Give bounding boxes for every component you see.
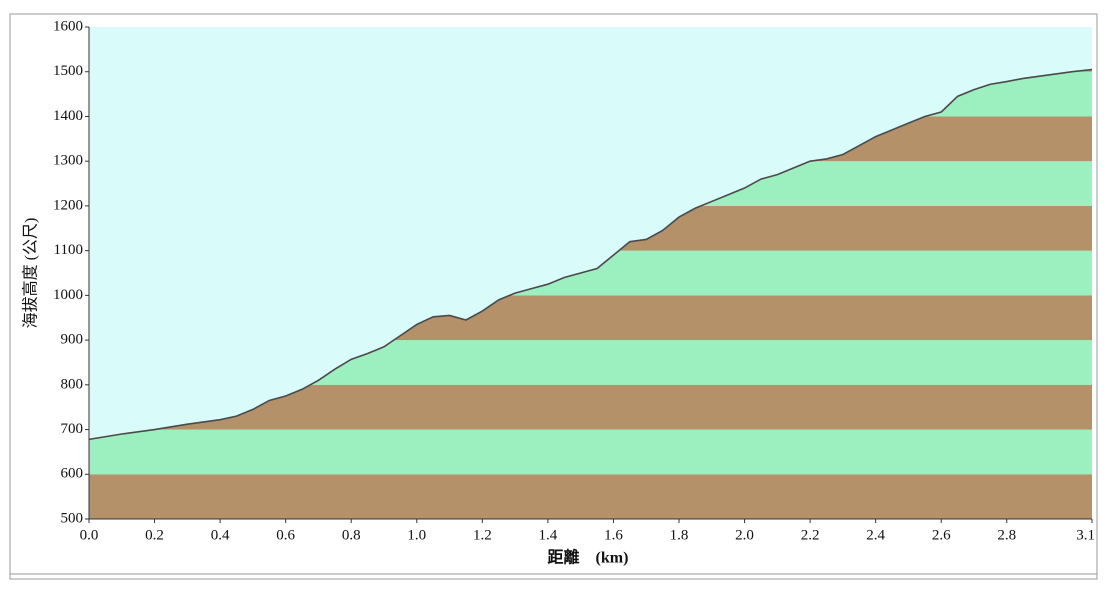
x-tick-label: 1.6 xyxy=(604,527,623,543)
x-tick-label: 0.6 xyxy=(276,527,295,543)
x-tick-label: 3.1 xyxy=(1076,527,1095,543)
y-tick-label: 1000 xyxy=(53,287,83,303)
y-tick-label: 800 xyxy=(61,376,84,392)
x-tick-label: 0.4 xyxy=(211,527,230,543)
y-tick-label: 1100 xyxy=(54,242,83,258)
y-axis-label: 海拔高度 (公尺) xyxy=(22,218,40,329)
x-tick-label: 2.2 xyxy=(801,527,820,543)
y-tick-label: 900 xyxy=(61,332,84,348)
y-tick-label: 600 xyxy=(61,466,84,482)
x-tick-label: 0.2 xyxy=(145,527,164,543)
elevation-band xyxy=(89,474,1092,519)
x-tick-label: 0.0 xyxy=(80,527,99,543)
x-tick-label: 2.8 xyxy=(997,527,1016,543)
x-tick-label: 1.8 xyxy=(670,527,689,543)
frame xyxy=(9,13,1098,580)
y-tick-label: 500 xyxy=(61,510,84,526)
x-tick-label: 1.2 xyxy=(473,527,492,543)
x-tick-label: 0.8 xyxy=(342,527,361,543)
profile-line xyxy=(88,68,1093,441)
y-tick-label: 1500 xyxy=(53,63,83,79)
y-tick-label: 1400 xyxy=(53,108,83,124)
x-tick-label: 1.4 xyxy=(539,527,558,543)
x-tick-label: 2.6 xyxy=(932,527,951,543)
x-tick-label: 2.0 xyxy=(735,527,754,543)
y-tick-label: 1600 xyxy=(53,18,83,34)
elevation-band xyxy=(89,429,1092,475)
x-axis-label: 距離 (km) xyxy=(548,548,629,567)
y-tick-label: 1300 xyxy=(53,153,83,169)
x-tick-label: 1.0 xyxy=(407,527,426,543)
y-tick-label: 700 xyxy=(61,421,84,437)
y-tick-label: 1200 xyxy=(53,197,83,213)
x-tick-label: 2.4 xyxy=(866,527,885,543)
